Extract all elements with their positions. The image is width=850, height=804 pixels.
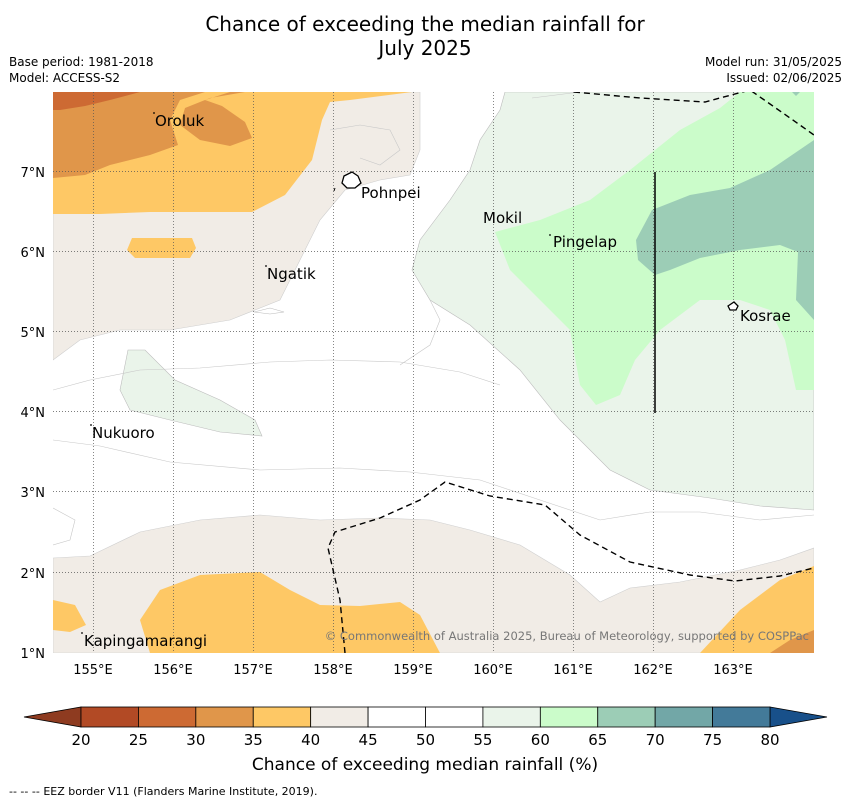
place-label-oroluk: Oroluk	[155, 112, 204, 130]
colorbar-tick-label: 25	[129, 731, 148, 749]
place-label-pingelap: Pingelap	[553, 233, 617, 251]
lat-tick-6: 6°N	[21, 246, 46, 261]
latitude-axis: 1°N 2°N 3°N 4°N 5°N 6°N 7°N	[21, 166, 46, 662]
kapingamarangi-dot	[81, 632, 83, 634]
colorbar-segment	[252, 706, 312, 728]
nukuoro-dot	[90, 424, 92, 426]
colorbar-tick-label: 70	[646, 731, 665, 749]
oroluk-dot	[153, 112, 155, 114]
band-35-40-se	[700, 566, 814, 653]
lon-tick-157: 157°E	[233, 663, 273, 678]
band-40-45-small-ngatik	[253, 307, 285, 315]
colorbar-segment	[597, 706, 656, 728]
graticule	[53, 92, 814, 653]
colorbar-segment	[80, 706, 139, 728]
colorbar-segment	[138, 706, 197, 728]
eez-legend-text: EEZ border V11 (Flanders Marine Institut…	[43, 785, 318, 798]
island-dots	[81, 112, 551, 634]
model-run: Model run: 31/05/2025	[704, 55, 842, 69]
place-label-nukuoro: Nukuoro	[92, 424, 155, 442]
pohnpei-reef-mark	[333, 187, 336, 192]
place-label-pohnpei: Pohnpei	[361, 184, 421, 202]
band-35-40-sw	[53, 600, 86, 632]
lon-tick-155: 155°E	[73, 663, 113, 678]
band-35-40-south	[140, 572, 440, 653]
lat-tick-4: 4°N	[21, 406, 46, 421]
lon-tick-163: 163°E	[713, 663, 753, 678]
meta-right: Model run: 31/05/2025 Issued: 02/06/2025	[705, 54, 842, 86]
colorbar-segment	[482, 706, 541, 728]
title-line-2: July 2025	[378, 36, 472, 60]
lon-tick-162: 162°E	[633, 663, 673, 678]
colorbar-tick-label: 35	[244, 731, 263, 749]
colorbar-tick-label: 20	[71, 731, 90, 749]
colorbar-segment	[539, 706, 599, 728]
base-period: Base period: 1981-2018	[9, 55, 154, 69]
longitude-axis: 155°E 156°E 157°E 158°E 159°E 160°E 161°…	[73, 663, 753, 678]
model-name: Model: ACCESS-S2	[9, 71, 121, 85]
ngatik-dot	[265, 265, 267, 267]
band-35-40-patch	[127, 238, 196, 258]
colorbar-segment	[367, 706, 426, 728]
colorbar-segment	[654, 706, 713, 728]
rainfall-probability-field	[53, 92, 814, 653]
lon-tick-156: 156°E	[153, 663, 193, 678]
lat-tick-3: 3°N	[21, 486, 46, 501]
colorbar-tick-label: 55	[473, 731, 492, 749]
footer-note: -- -- -- EEZ border V11 (Flanders Marine…	[9, 785, 317, 798]
colorbar-tick-label: 45	[359, 731, 378, 749]
place-labels: Oroluk Pohnpei Mokil Pingelap Ngatik Kos…	[84, 112, 791, 650]
contour-lines	[53, 92, 814, 546]
place-label-mokil: Mokil	[483, 209, 522, 227]
kosrae-island-shape	[727, 301, 739, 311]
colorbar-tick-label: 50	[416, 731, 435, 749]
colorbar-tick-label: 65	[588, 731, 607, 749]
title-line-1: Chance of exceeding the median rainfall …	[205, 12, 645, 36]
colorbar-tick-label: 75	[703, 731, 722, 749]
eez-legend-marker: -- -- --	[9, 785, 40, 798]
colorbar-under-arrow	[23, 706, 82, 728]
lon-tick-158: 158°E	[313, 663, 353, 678]
colorbar-over-arrow	[769, 706, 828, 728]
islands	[333, 171, 739, 311]
pohnpei-island-shape	[341, 171, 362, 189]
band-25-30-north	[53, 92, 140, 110]
lat-tick-1: 1°N	[21, 647, 46, 662]
chart-title: Chance of exceeding the median rainfall …	[0, 12, 850, 60]
lat-tick-2: 2°N	[21, 567, 46, 582]
place-label-ngatik: Ngatik	[267, 265, 316, 283]
colorbar-tick-label: 80	[760, 731, 779, 749]
lon-tick-160: 160°E	[473, 663, 513, 678]
colorbar: 20 25 30 35 40 45 50 55 60 65 70 75 80	[23, 706, 828, 749]
band-65-70	[636, 92, 814, 320]
colorbar-tick-label: 30	[186, 731, 205, 749]
band-30-35-north	[53, 92, 252, 178]
lon-tick-159: 159°E	[393, 663, 433, 678]
lon-tick-161: 161°E	[553, 663, 593, 678]
meta-left: Base period: 1981-2018 Model: ACCESS-S2	[9, 54, 154, 86]
colorbar-label: Chance of exceeding median rainfall (%)	[251, 755, 599, 775]
pingelap-dot	[549, 234, 551, 236]
colorbar-segment	[310, 706, 369, 728]
colorbar-segment	[425, 706, 484, 728]
issued-date: Issued: 02/06/2025	[726, 71, 842, 85]
colorbar-tick-label: 60	[531, 731, 550, 749]
colorbar-segment	[712, 706, 771, 728]
band-30-35-se	[770, 630, 814, 653]
colorbar-tick-label: 40	[301, 731, 320, 749]
lat-tick-5: 5°N	[21, 326, 46, 341]
colorbar-segment	[195, 706, 254, 728]
place-label-kosrae: Kosrae	[740, 307, 791, 325]
band-55-60-west	[119, 349, 263, 437]
copyright-notice: © Commonwealth of Australia 2025, Bureau…	[325, 629, 809, 643]
eez-border	[327, 92, 814, 653]
place-label-kapingamarangi: Kapingamarangi	[84, 632, 207, 650]
lat-tick-7: 7°N	[21, 166, 46, 181]
